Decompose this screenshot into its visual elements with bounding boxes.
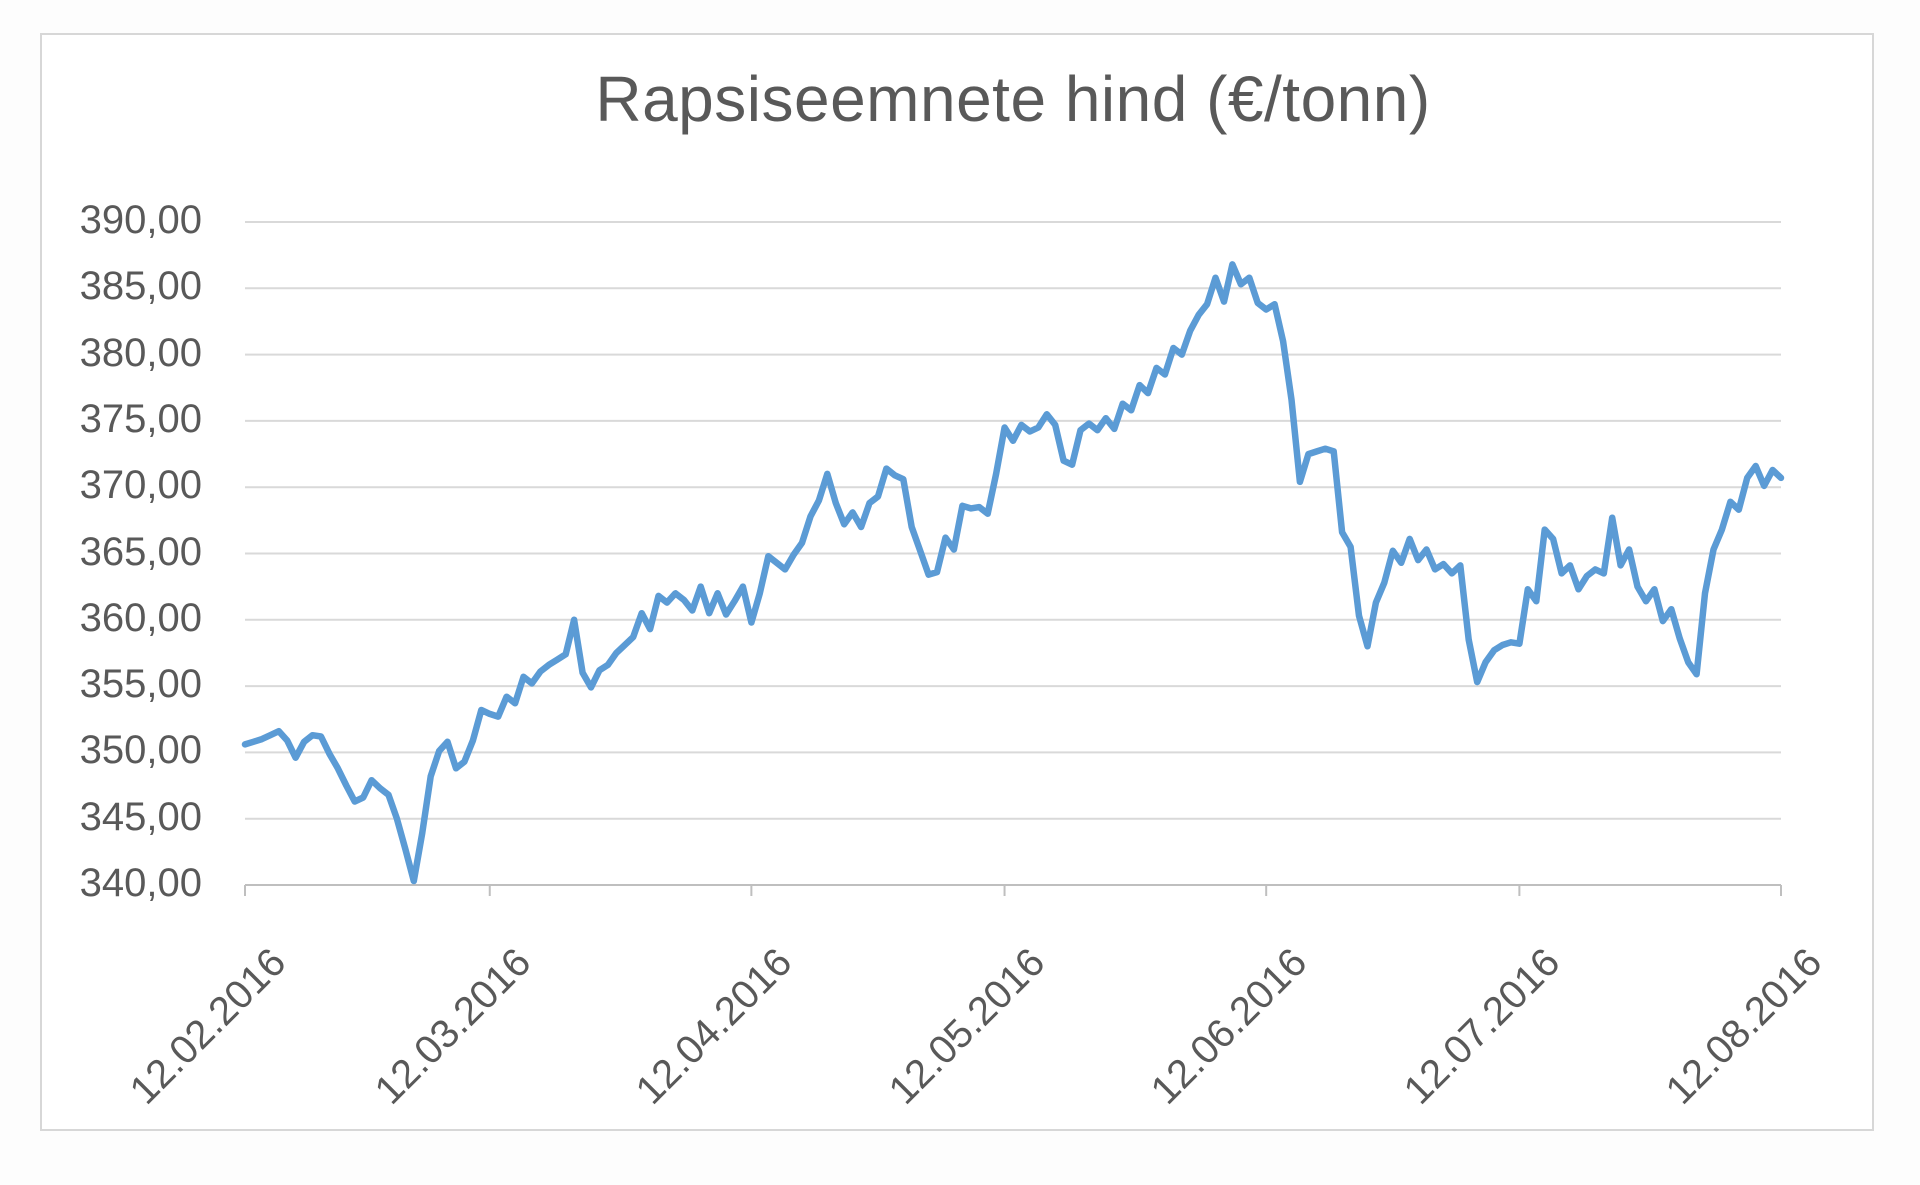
y-tick-label: 370,00	[79, 463, 202, 508]
y-tick-label: 340,00	[79, 861, 202, 905]
y-tick-label: 360,00	[79, 595, 202, 640]
y-tick-label: 380,00	[79, 330, 202, 375]
y-tick-label: 350,00	[79, 728, 202, 773]
chart-title: Rapsiseemnete hind (€/tonn)	[595, 63, 1431, 135]
y-tick-label: 355,00	[79, 662, 202, 707]
y-tick-label: 385,00	[79, 264, 202, 309]
y-tick-label: 390,00	[79, 198, 202, 242]
y-tick-label: 345,00	[79, 794, 202, 839]
y-tick-label: 365,00	[79, 529, 202, 574]
y-tick-label: 375,00	[79, 396, 202, 441]
chart-panel	[40, 33, 1874, 1131]
plot-line	[241, 261, 1785, 885]
